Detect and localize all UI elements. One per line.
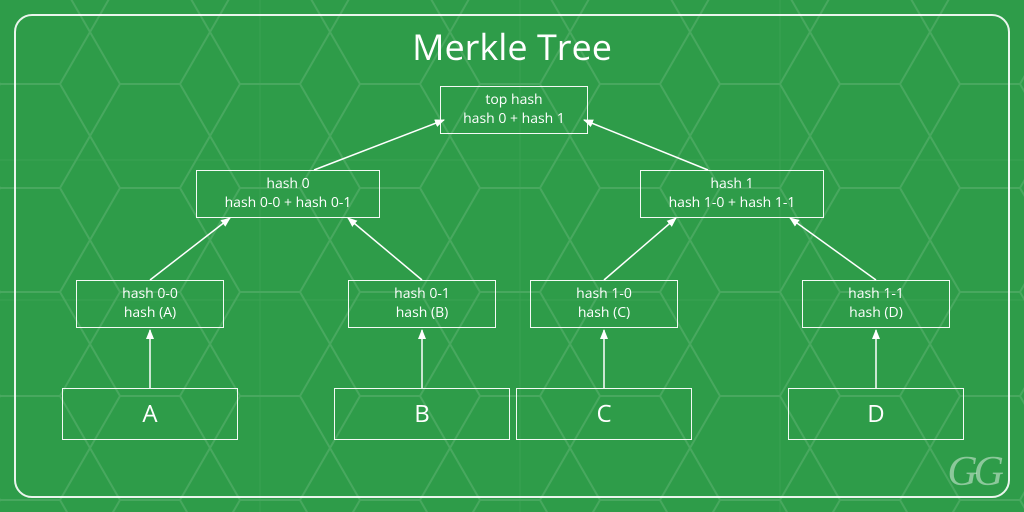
edge-h1-root [584,120,708,170]
node-root: top hashhash 0 + hash 1 [440,86,588,134]
node-line1: B [414,398,430,430]
node-h1: hash 1hash 1-0 + hash 1-1 [640,170,824,218]
edge-h11-h1 [790,218,876,280]
node-C: C [516,388,692,440]
edge-h10-h1 [604,218,676,280]
node-line2: hash 0-0 + hash 0-1 [225,194,352,213]
diagram-title: Merkle Tree [0,22,1024,71]
node-line1: D [867,398,884,430]
node-line1: C [596,398,611,430]
node-A: A [62,388,238,440]
node-line1: hash 1 [710,175,753,194]
node-B: B [334,388,510,440]
node-line1: hash 1-0 [576,285,632,304]
node-line2: hash (A) [124,304,176,323]
node-line1: hash 0-1 [394,285,450,304]
node-D: D [788,388,964,440]
edge-h0-root [314,120,444,170]
node-h01: hash 0-1hash (B) [348,280,496,328]
watermark: GG [947,448,1000,496]
node-line1: hash 0-0 [122,285,178,304]
diagram-canvas: Merkle Tree top hashhash 0 + hash 1hash … [0,0,1024,512]
node-h11: hash 1-1hash (D) [802,280,950,328]
node-line1: top hash [485,91,542,110]
node-line1: hash 1-1 [848,285,904,304]
node-line1: hash 0 [266,175,309,194]
node-line2: hash (C) [578,304,630,323]
node-line2: hash 1-0 + hash 1-1 [669,194,796,213]
node-line2: hash (B) [396,304,449,323]
node-h0: hash 0hash 0-0 + hash 0-1 [196,170,380,218]
node-h00: hash 0-0hash (A) [76,280,224,328]
edge-h00-h0 [150,218,230,280]
node-h10: hash 1-0hash (C) [530,280,678,328]
node-line1: A [142,398,157,430]
node-line2: hash (D) [849,304,903,323]
edge-h01-h0 [348,218,422,280]
node-line2: hash 0 + hash 1 [463,110,565,129]
